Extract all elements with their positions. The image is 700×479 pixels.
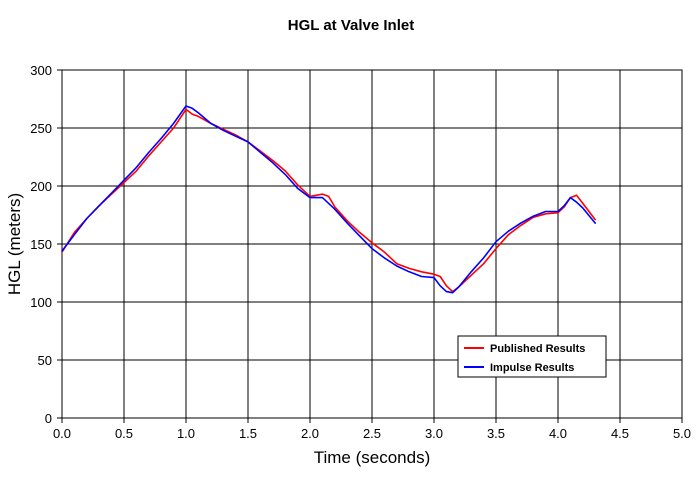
y-axis-label: HGL (meters) [5, 193, 24, 295]
x-tick-label: 3.0 [425, 426, 443, 441]
x-tick-label: 4.5 [611, 426, 629, 441]
series-lines [61, 105, 597, 294]
x-tick-label: 0.5 [115, 426, 133, 441]
y-tick-label: 50 [38, 353, 52, 368]
x-tick-labels: 0.0 0.5 1.0 1.5 2.0 2.5 3.0 3.5 4.0 4.5 5.0 [53, 426, 691, 441]
x-tick-label: 2.0 [301, 426, 319, 441]
chart-title: HGL at Valve Inlet [288, 17, 414, 34]
legend-label-impulse: Impulse Results [490, 362, 574, 374]
y-tick-label: 0 [45, 411, 52, 426]
x-tick-label: 1.0 [177, 426, 195, 441]
series-line-impulse-results [61, 105, 597, 294]
legend-box [457, 335, 607, 378]
x-tick-label: 0.0 [53, 426, 71, 441]
y-tick-label: 100 [30, 295, 52, 310]
legend-label-published: Published Results [490, 343, 585, 355]
x-tick-label: 3.5 [487, 426, 505, 441]
y-tick-label: 200 [30, 179, 52, 194]
x-tick-label: 1.5 [239, 426, 257, 441]
legend: Published Results Impulse Results [457, 335, 607, 378]
plot-area-border [61, 69, 683, 419]
y-tick-labels: 0 50 100 150 200 250 300 [30, 63, 52, 426]
x-tick-label: 5.0 [673, 426, 691, 441]
x-tick-label: 2.5 [363, 426, 381, 441]
y-tick-label: 250 [30, 121, 52, 136]
x-axis-label: Time (seconds) [314, 448, 431, 467]
series-line-published-results [61, 108, 597, 293]
x-tick-label: 4.0 [549, 426, 567, 441]
y-tick-label: 150 [30, 237, 52, 252]
y-tick-label: 300 [30, 63, 52, 78]
